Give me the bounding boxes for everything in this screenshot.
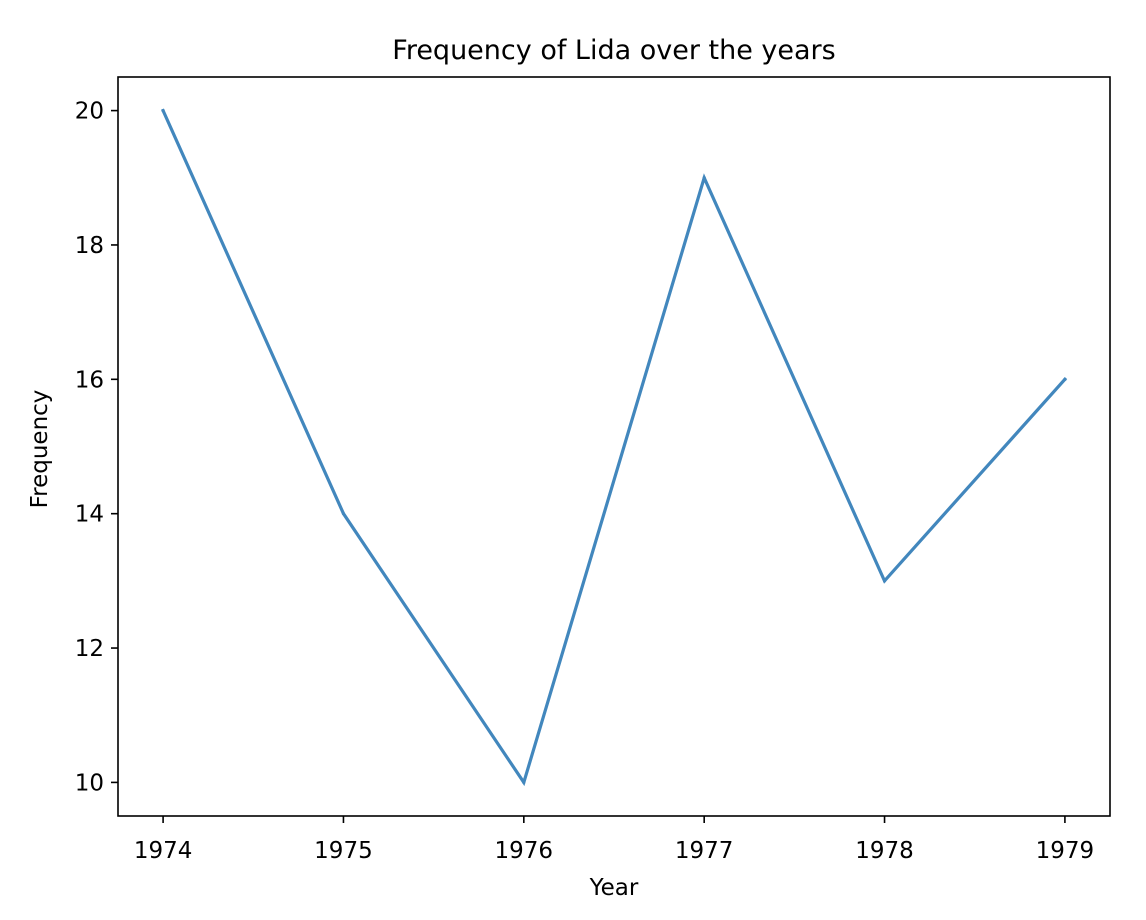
x-axis: 1974 1975 1976 1977 1978 1979 [134,816,1094,864]
plot-frame [117,76,1111,817]
x-tick-label: 1976 [495,838,554,864]
y-tick-label: 18 [75,233,104,259]
y-tick-label: 20 [75,99,104,125]
y-tick-label: 12 [75,636,104,662]
plot-area [117,76,1111,817]
data-point [702,176,706,180]
x-tick-label: 1977 [675,838,734,864]
y-axis-label: Frequency [27,390,53,509]
chart-title: Frequency of Lida over the years [392,35,835,66]
data-point [161,108,165,113]
x-tick-label: 1975 [314,838,373,864]
y-tick-label: 14 [75,502,104,528]
data-point [1063,377,1067,381]
x-axis-label: Year [589,875,639,901]
y-axis: 10 12 14 16 18 20 [75,99,118,796]
x-tick-label: 1974 [134,838,193,864]
x-tick-label: 1978 [855,838,914,864]
data-point [522,780,526,785]
data-point [882,579,887,583]
series-layer [160,108,1068,787]
y-tick-label: 10 [75,770,104,796]
data-point [341,512,346,516]
y-tick-label: 16 [75,367,104,393]
series-line [160,108,1068,787]
x-tick-label: 1979 [1036,838,1095,864]
